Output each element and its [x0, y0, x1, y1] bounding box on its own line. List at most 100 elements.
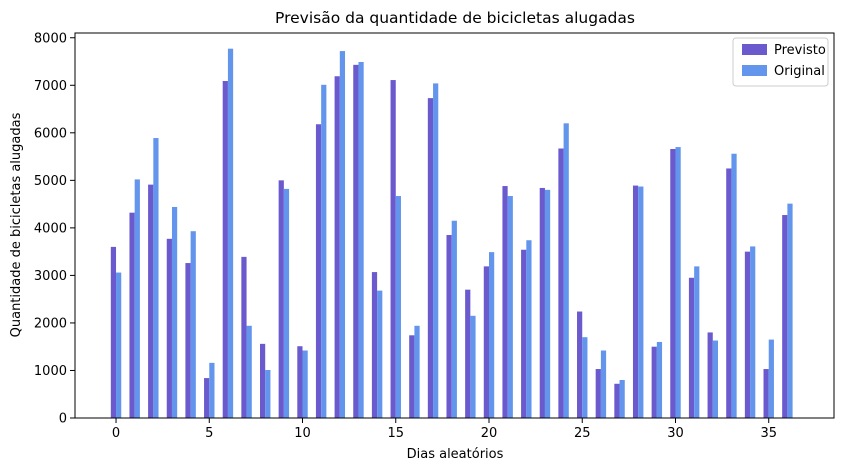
bar-original-0 [116, 272, 122, 418]
bar-original-10 [302, 350, 308, 418]
legend-swatch-original [742, 65, 767, 76]
bar-previsto-20 [483, 266, 489, 418]
legend-label-original: Original [774, 64, 825, 79]
bar-previsto-28 [632, 185, 639, 418]
bar-original-2 [153, 138, 159, 419]
legend-label-previsto: Previsto [774, 43, 826, 58]
y-tick-label: 2000 [34, 316, 67, 331]
x-tick-label: 0 [112, 426, 120, 441]
bar-previsto-30 [670, 148, 676, 419]
y-axis-label: Quantidade de bicicletas alugadas [9, 112, 24, 337]
bar-previsto-35 [763, 369, 769, 418]
bar-original-27 [619, 379, 625, 418]
y-tick-label: 8000 [34, 31, 67, 46]
y-tick-label: 0 [59, 412, 67, 427]
bar-original-28 [638, 186, 644, 418]
chart-title: Previsão da quantidade de bicicletas alu… [275, 9, 635, 27]
x-tick-label: 30 [667, 426, 684, 441]
bar-original-30 [675, 147, 681, 418]
bar-original-21 [507, 196, 513, 418]
bar-previsto-24 [558, 148, 564, 418]
bar-previsto-33 [726, 168, 732, 418]
bar-original-7 [246, 325, 252, 418]
bar-previsto-34 [744, 251, 751, 418]
bar-previsto-3 [166, 238, 172, 418]
bar-previsto-15 [390, 80, 396, 418]
bar-original-15 [395, 196, 401, 418]
bar-original-3 [171, 206, 178, 418]
legend: Previsto Original [732, 37, 829, 87]
bar-original-16 [414, 325, 420, 418]
x-tick-label: 15 [387, 426, 404, 441]
bar-original-29 [656, 341, 663, 418]
y-tick-label: 7000 [34, 79, 67, 94]
bar-previsto-21 [502, 186, 508, 418]
bar-previsto-23 [539, 187, 545, 418]
bar-previsto-19 [465, 289, 471, 418]
bar-original-17 [433, 83, 439, 418]
bar-original-33 [731, 153, 737, 419]
y-tick-label: 1000 [34, 364, 67, 379]
x-tick-label: 5 [205, 426, 213, 441]
bar-original-35 [768, 339, 774, 418]
bar-original-25 [582, 337, 588, 418]
bar-previsto-0 [110, 246, 117, 418]
bar-original-11 [321, 84, 327, 418]
bar-previsto-5 [204, 378, 210, 418]
y-tick-label: 6000 [34, 126, 67, 141]
x-axis-label: Dias aleatórios [407, 447, 504, 462]
bar-original-31 [694, 266, 700, 418]
bar-previsto-13 [353, 64, 359, 418]
bar-original-8 [265, 369, 271, 418]
y-axis: 0 1000 2000 3000 4000 5000 6000 7000 8000 [34, 31, 75, 427]
bar-previsto-8 [259, 343, 266, 418]
bar-previsto-1 [129, 212, 135, 418]
bar-previsto-10 [297, 346, 303, 418]
bar-original-26 [600, 350, 607, 418]
bar-previsto-36 [782, 215, 788, 418]
bar-previsto-26 [595, 369, 601, 418]
bar-original-5 [209, 362, 215, 418]
bar-previsto-18 [446, 235, 452, 418]
bar-previsto-31 [688, 277, 695, 418]
bar-previsto-7 [241, 256, 247, 418]
bar-original-32 [712, 340, 718, 418]
x-tick-label: 35 [760, 426, 777, 441]
bar-previsto-27 [614, 383, 620, 418]
bar-original-4 [190, 231, 196, 418]
bar-previsto-6 [222, 81, 228, 418]
x-tick-label: 25 [574, 426, 591, 441]
bar-previsto-2 [148, 184, 154, 418]
bars-group [110, 48, 793, 419]
plot-frame [74, 32, 835, 419]
bar-original-14 [377, 290, 383, 418]
x-tick-label: 10 [294, 426, 311, 441]
bar-previsto-4 [185, 263, 191, 418]
bar-original-18 [451, 220, 457, 418]
y-tick-label: 4000 [34, 221, 67, 236]
legend-swatch-previsto [742, 44, 767, 55]
bar-previsto-14 [371, 272, 378, 418]
bar-previsto-11 [315, 124, 322, 418]
bar-original-12 [339, 51, 346, 419]
bar-original-20 [489, 252, 495, 418]
bar-previsto-22 [521, 249, 527, 418]
bar-previsto-25 [577, 311, 583, 418]
bar-original-19 [470, 315, 476, 418]
bar-previsto-12 [334, 76, 340, 418]
bar-original-13 [358, 61, 364, 419]
x-axis: 0 5 10 15 20 25 30 35 [112, 418, 777, 441]
bar-original-23 [544, 189, 551, 418]
y-tick-label: 3000 [34, 269, 67, 284]
bar-original-22 [526, 240, 532, 418]
x-tick-label: 20 [481, 426, 498, 441]
bar-original-24 [563, 123, 569, 418]
bar-original-36 [787, 203, 793, 418]
bar-previsto-29 [651, 346, 657, 418]
y-tick-label: 5000 [34, 174, 67, 189]
bar-previsto-17 [427, 98, 434, 419]
bar-previsto-16 [409, 335, 415, 418]
bar-original-34 [750, 246, 756, 418]
bar-original-6 [227, 48, 234, 418]
